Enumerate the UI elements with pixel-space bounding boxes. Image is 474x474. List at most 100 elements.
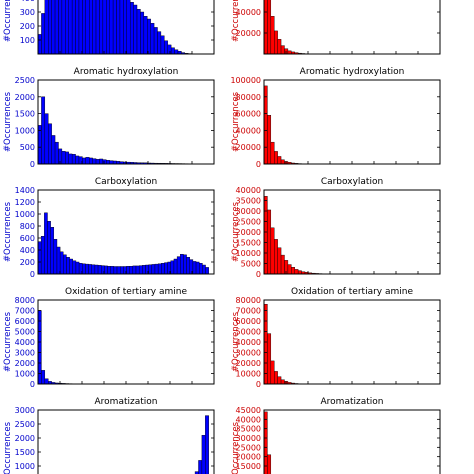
y-tick-label: 35000 (236, 197, 261, 206)
y-axis-label: #Occurrences (3, 0, 13, 42)
histogram-bar (133, 4, 138, 55)
histogram-bar (44, 113, 49, 165)
y-tick-label: 2000 (15, 93, 35, 102)
histogram-bar (274, 30, 278, 55)
y-tick-label: 40000 (236, 8, 261, 17)
histogram-bar (154, 263, 159, 275)
histogram-bar (37, 310, 42, 385)
y-tick-label: 1500 (15, 110, 35, 119)
y-tick-label: 2500 (15, 76, 35, 85)
plot-frame (37, 299, 215, 385)
histogram-bar (138, 265, 143, 275)
y-tick-label: 400 (20, 246, 35, 255)
histogram-bar (113, 266, 118, 275)
histogram-bar (75, 261, 80, 275)
histogram-bar (91, 264, 96, 275)
y-tick-label: 2000 (15, 359, 35, 368)
histogram-bar (280, 45, 285, 55)
y-tick-label: 40000 (236, 126, 261, 135)
histogram-bar (267, 115, 272, 165)
y-tick-label: 35000 (236, 425, 261, 434)
histogram-bar (267, 0, 272, 55)
histogram-bar (58, 0, 63, 55)
histogram-bar (75, 155, 80, 165)
histogram-bar (294, 269, 299, 275)
histogram-bar (205, 415, 209, 474)
histogram-bar (199, 263, 203, 275)
y-tick-label: 5000 (241, 260, 261, 269)
panel-title: Oxidation of tertiary amine (65, 287, 187, 297)
histogram-bar (164, 262, 168, 275)
histogram-bar (51, 135, 56, 165)
histogram-bar (263, 411, 268, 474)
y-tick-label: 6000 (15, 317, 35, 326)
histogram-bar (157, 31, 162, 55)
histogram-bar (110, 266, 115, 275)
panel-title: Aromatic hydroxylation (300, 67, 405, 77)
panel-title: Carboxylation (95, 177, 157, 187)
histogram-bar (270, 16, 275, 55)
y-tick-label: 200 (20, 258, 35, 267)
histogram-bar (183, 254, 187, 275)
y-tick-label: 5000 (15, 328, 35, 337)
histogram-bar (41, 13, 46, 55)
y-tick-label: 500 (20, 143, 35, 152)
histogram-bar (66, 257, 70, 275)
histogram-bar (280, 379, 285, 385)
plot-frame (263, 79, 441, 165)
y-tick-label: 3000 (15, 349, 35, 358)
panel-row1-left: 100200300400500#Occurrences (3, 0, 215, 55)
histogram-bar (50, 226, 55, 275)
histogram-bar (274, 371, 278, 385)
plot-frame (263, 409, 441, 474)
histogram-bar (167, 44, 172, 55)
histogram-bar (106, 0, 110, 55)
y-tick-label: 1000 (15, 210, 35, 219)
y-tick-label: 20000 (236, 29, 261, 38)
y-tick-label: 80000 (236, 296, 261, 305)
histogram-bar (92, 158, 97, 165)
y-tick-label: 10000 (236, 370, 261, 379)
histogram-bar (186, 257, 190, 275)
y-tick-label: 0 (30, 160, 35, 169)
panel-row2-left: 0 500 1000 1500 2000 2500#Occurrences Aromatic… (3, 67, 215, 169)
histogram-bar (82, 157, 86, 165)
histogram-bar (88, 264, 92, 275)
histogram-bar (150, 23, 155, 55)
histogram-bar (126, 0, 131, 55)
y-tick-label: 100000 (230, 76, 261, 85)
histogram-bar (297, 270, 302, 275)
histogram-bar (109, 0, 114, 55)
histogram-bar (280, 254, 285, 275)
histogram-bar (267, 209, 272, 275)
panel-title: Aromatic hydroxylation (74, 67, 179, 77)
panel-title: Oxidation of tertiary amine (291, 287, 413, 297)
y-tick-label: 400 (20, 0, 35, 3)
y-tick-label: 50000 (236, 328, 261, 337)
histogram-bar (132, 265, 137, 275)
histogram-bar (75, 0, 80, 55)
y-tick-label: 15000 (236, 462, 261, 471)
panel-row2-right: 0 20000 40000 60000 80000 100000 #Occurrences A… (230, 67, 441, 169)
y-tick-label: 1500 (15, 448, 35, 457)
histogram-bar (270, 141, 275, 165)
histogram-bar (107, 266, 111, 275)
histogram-bar (92, 0, 97, 55)
histogram-bar (123, 0, 127, 55)
histogram-bar (47, 220, 51, 275)
y-tick-label: 2500 (15, 420, 35, 429)
histogram-bar (198, 460, 203, 474)
histogram-bar (170, 47, 175, 55)
histogram-bar (287, 264, 292, 275)
histogram-bar (59, 251, 64, 275)
y-tick-label: 100 (20, 36, 35, 45)
histogram-bar (274, 239, 278, 275)
y-tick-label: 60000 (236, 317, 261, 326)
histogram-bar (205, 267, 209, 275)
y-tick-label: 25000 (236, 443, 261, 452)
histogram-bar (129, 266, 134, 275)
panel-row3-left: 0 200 400 600 800 1000 1200 1400#Occurrences Car… (3, 177, 215, 279)
y-tick-label: 80000 (236, 93, 261, 102)
histogram-bar (189, 259, 194, 275)
